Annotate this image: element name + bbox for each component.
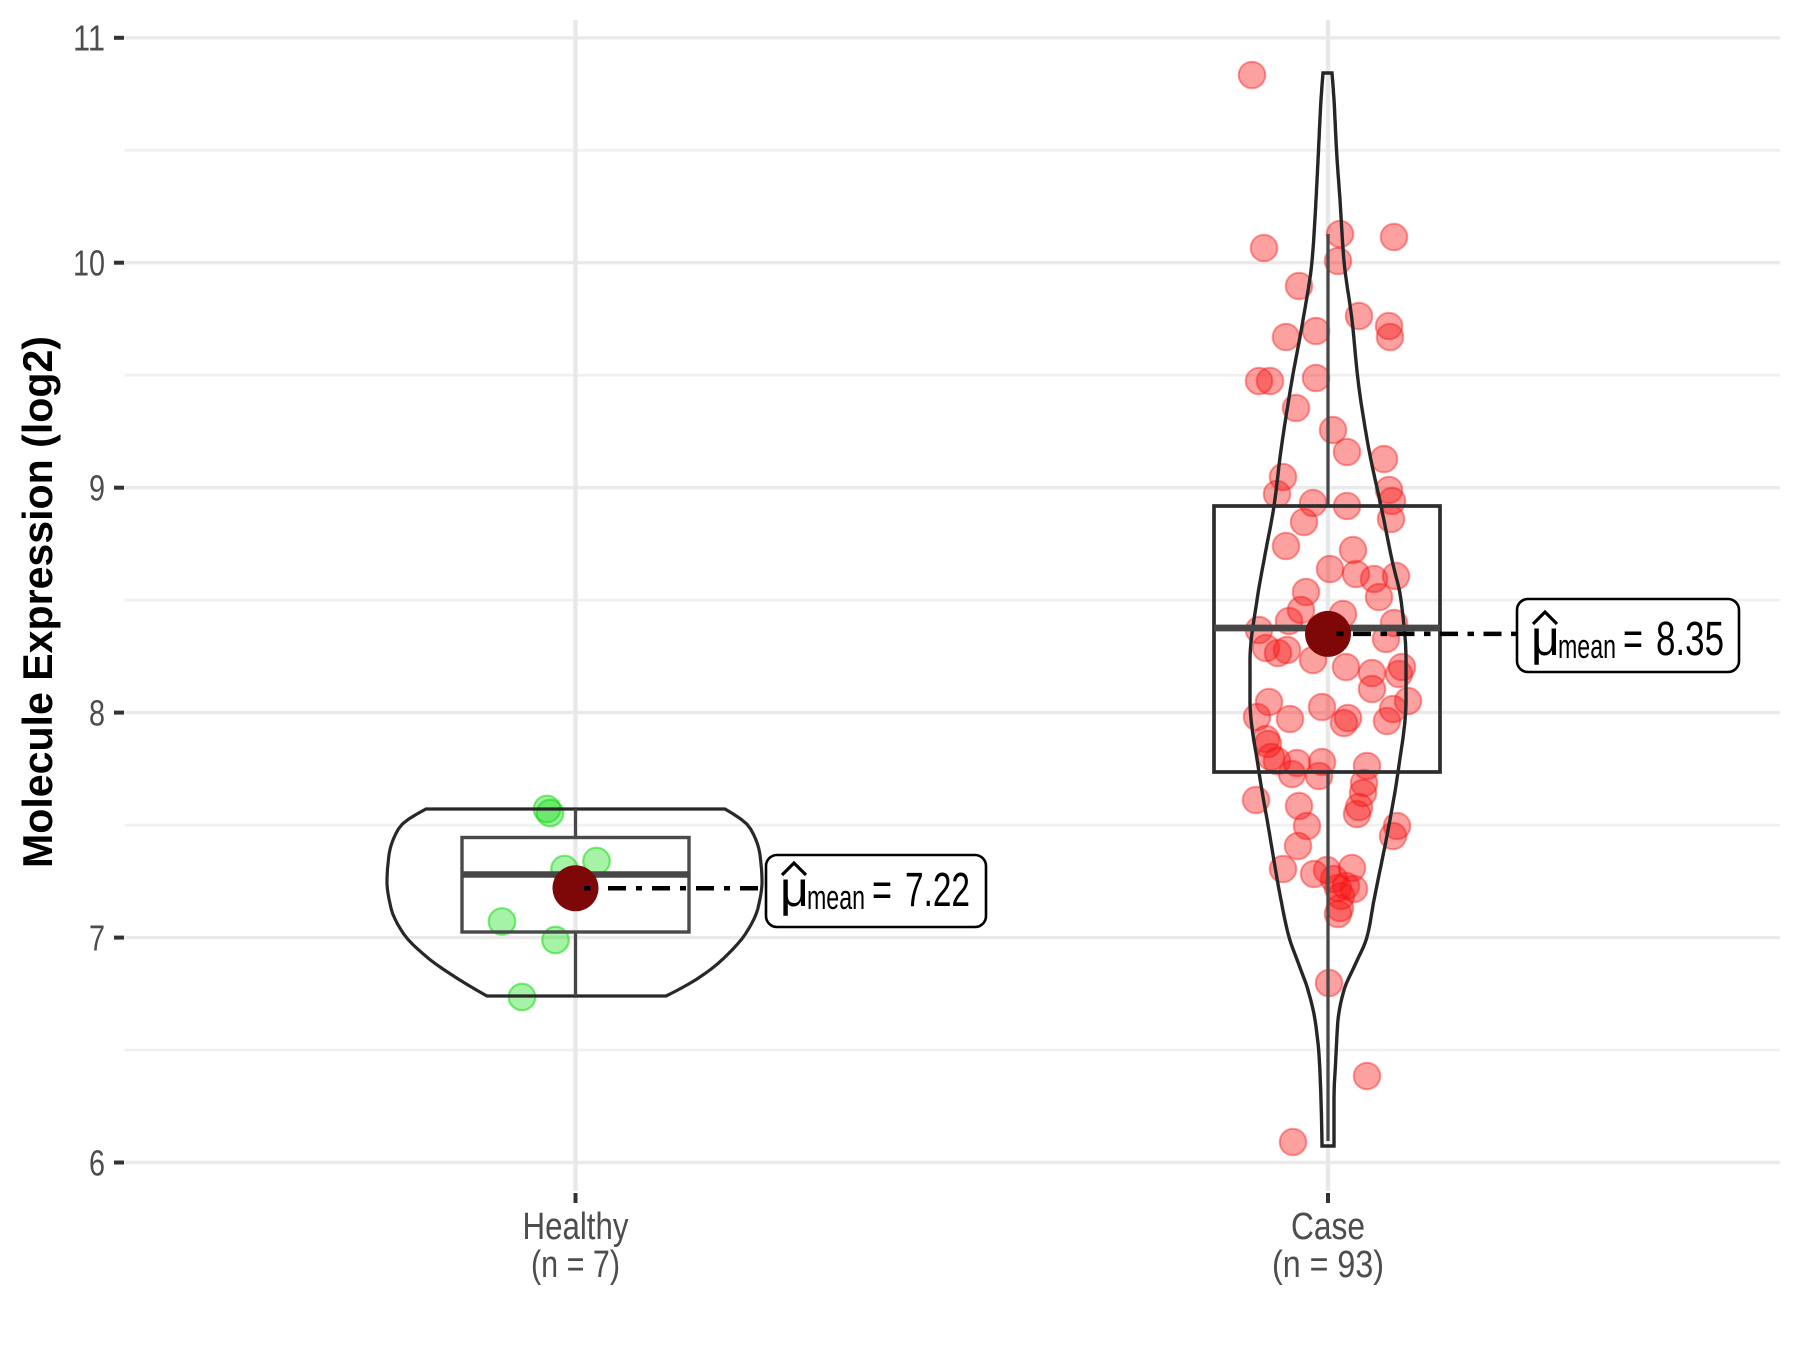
svg-text:=: = (872, 864, 892, 917)
svg-text:mean: mean (807, 879, 865, 917)
svg-text:Case: Case (1291, 1206, 1365, 1248)
svg-text:=: = (1623, 613, 1643, 666)
svg-text:7: 7 (89, 918, 105, 959)
svg-text:8.35: 8.35 (1656, 613, 1724, 666)
svg-text:μ: μ (1531, 610, 1560, 666)
svg-text:7.22: 7.22 (905, 864, 970, 917)
svg-text:6: 6 (89, 1142, 105, 1183)
svg-text:10: 10 (73, 243, 105, 284)
svg-text:(n = 93): (n = 93) (1272, 1244, 1384, 1286)
svg-text:μ: μ (780, 861, 809, 917)
svg-text:Healthy: Healthy (523, 1206, 629, 1248)
svg-text:9: 9 (89, 468, 105, 509)
svg-text:mean: mean (1558, 628, 1616, 666)
svg-text:Molecule Expression (log2): Molecule Expression (log2) (14, 336, 61, 868)
svg-text:(n = 7): (n = 7) (531, 1244, 620, 1286)
svg-text:11: 11 (73, 18, 105, 59)
svg-text:8: 8 (89, 693, 105, 734)
